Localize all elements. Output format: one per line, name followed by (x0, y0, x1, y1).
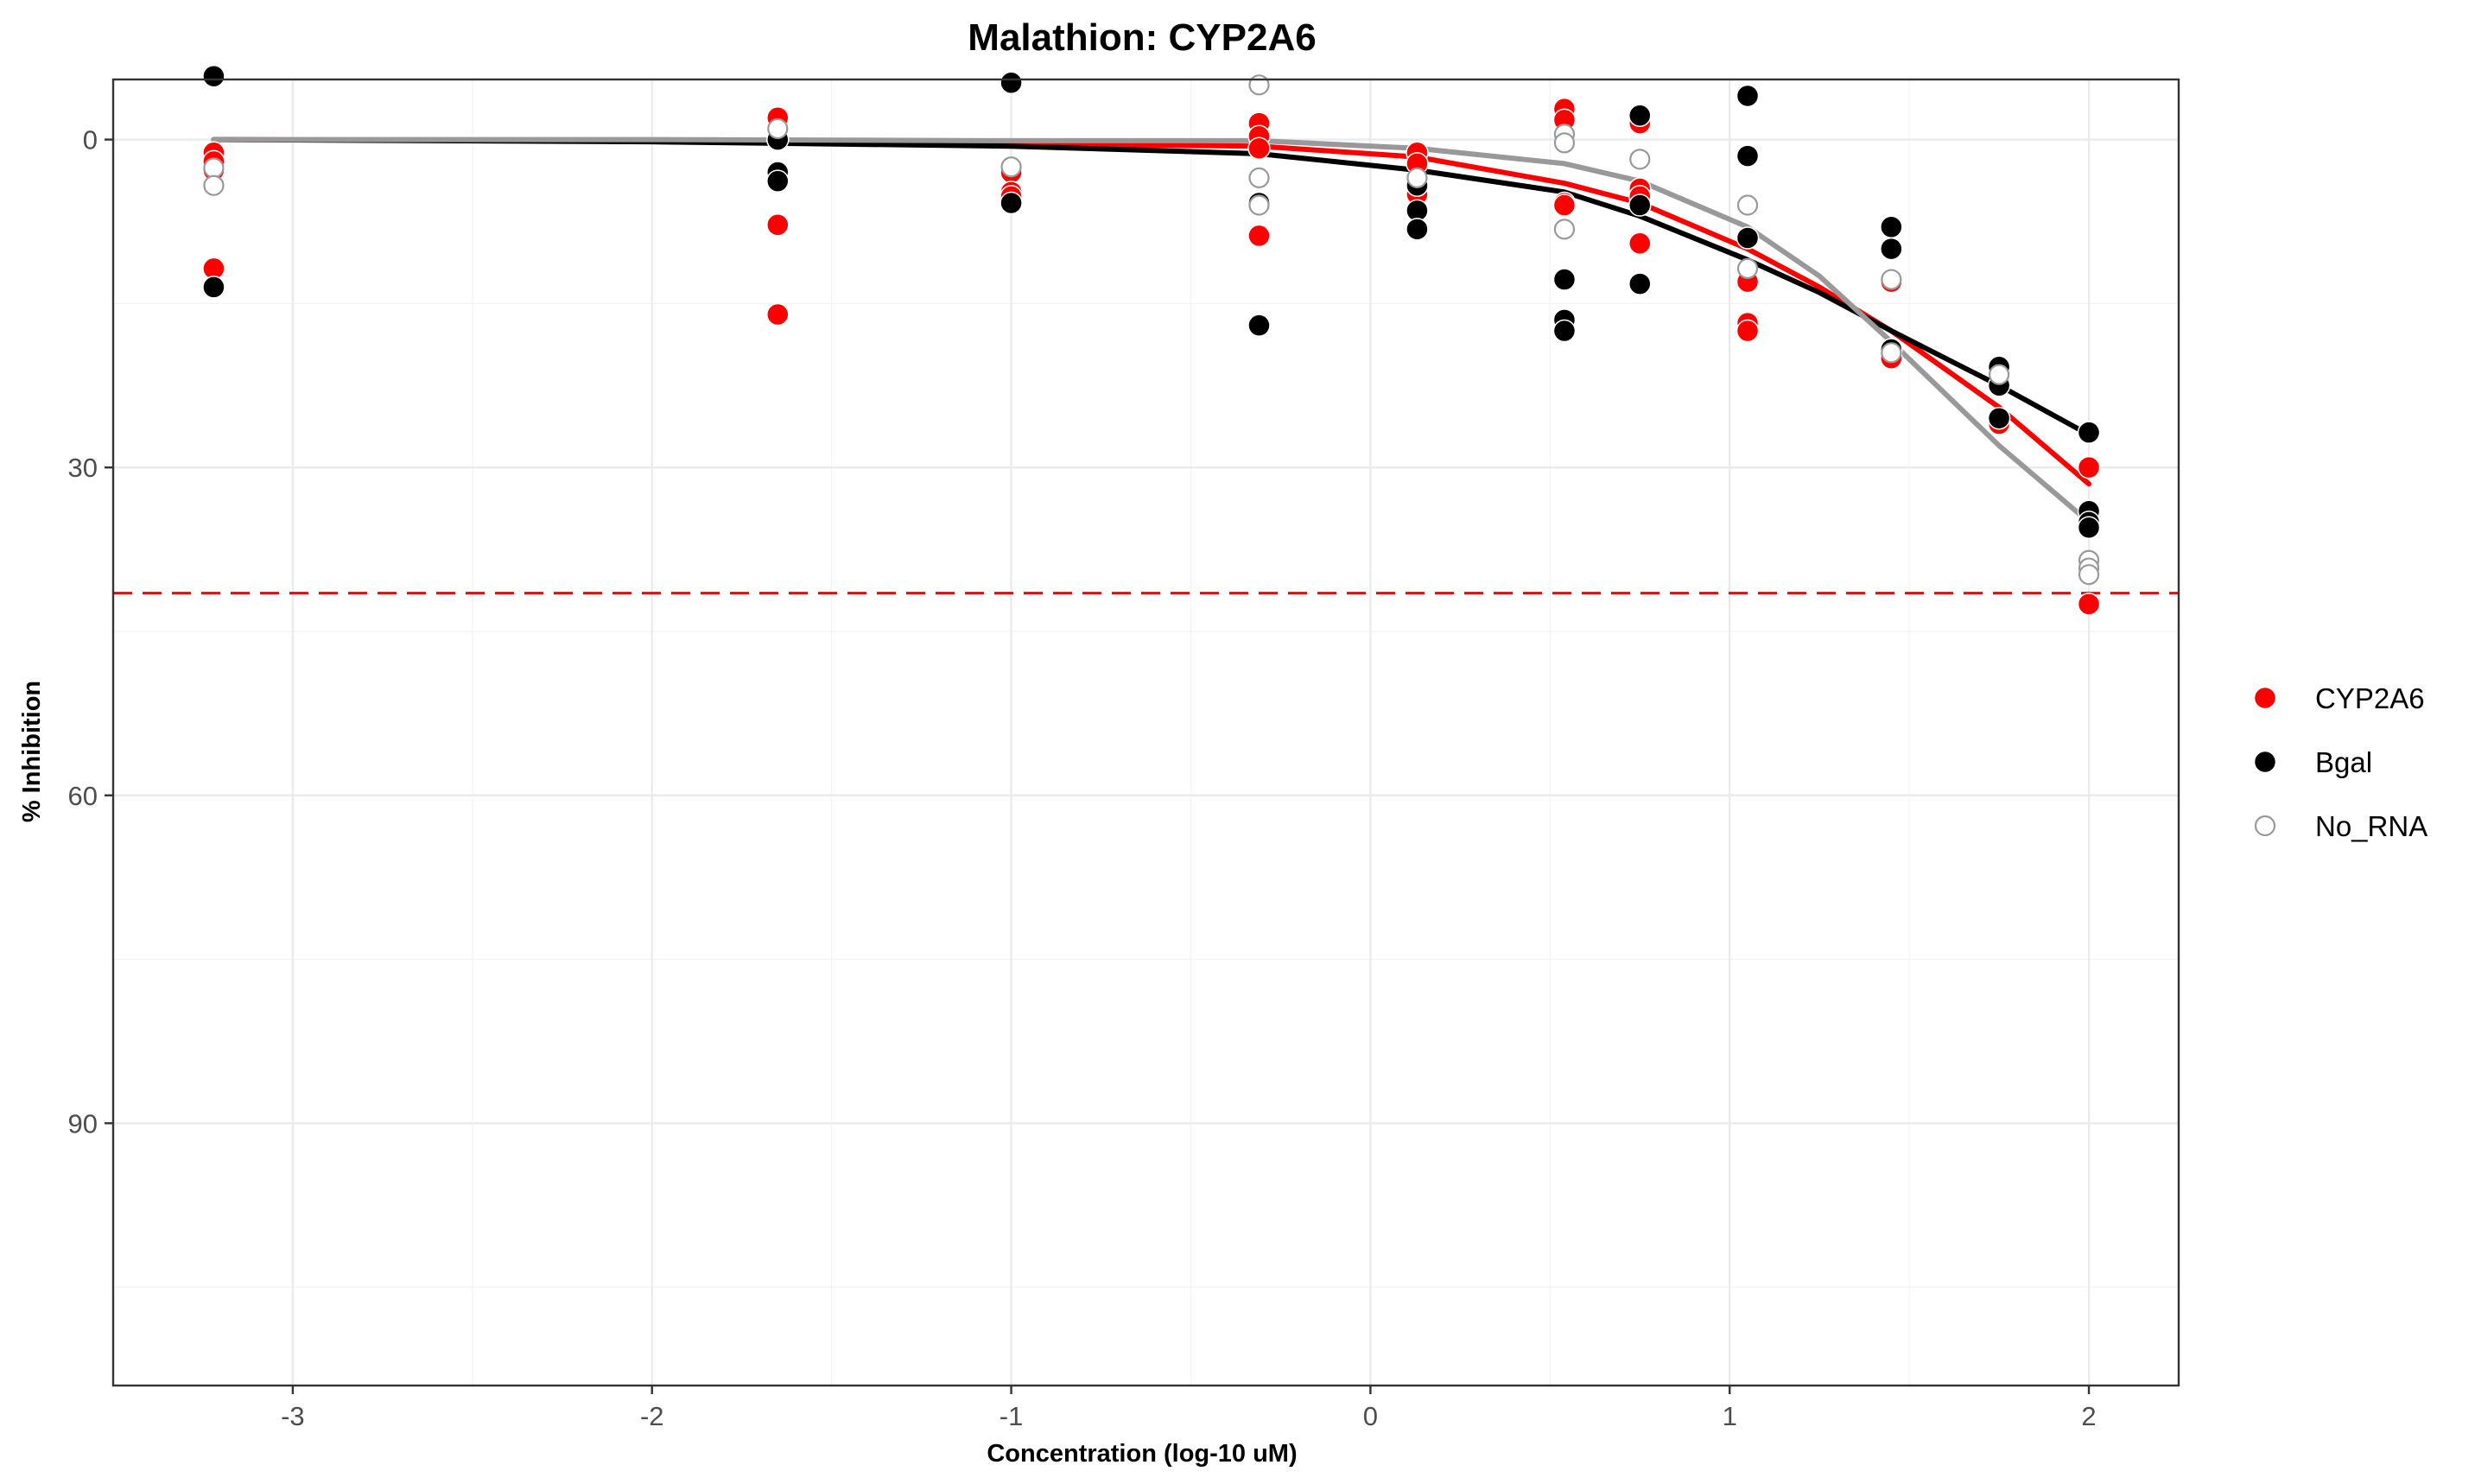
point-cyp2a6 (2078, 457, 2100, 479)
point-no-rna (1407, 168, 1426, 187)
legend-label: CYP2A6 (2315, 682, 2425, 714)
point-cyp2a6 (1629, 232, 1651, 254)
point-no-rna (1002, 157, 1021, 176)
point-bgal (203, 66, 225, 87)
point-no-rna (1555, 133, 1574, 152)
y-tick-label: 30 (68, 453, 98, 483)
point-no-rna (1249, 75, 1268, 94)
point-no-rna (1738, 196, 1757, 215)
point-bgal (1406, 219, 1428, 240)
point-no-rna (1990, 365, 2009, 384)
point-cyp2a6 (767, 304, 789, 326)
point-bgal (1881, 238, 1902, 260)
point-bgal (1737, 145, 1759, 167)
legend-key-open (2256, 816, 2275, 835)
legend: CYP2A6 Bgal No_RNA (2255, 682, 2428, 842)
legend-key (2255, 688, 2276, 709)
y-tick-label: 0 (83, 125, 98, 155)
point-bgal (1989, 408, 2010, 429)
point-bgal (1881, 216, 1902, 238)
point-no-rna (204, 158, 223, 177)
plot-background (113, 79, 2179, 1386)
point-bgal (1629, 105, 1651, 126)
legend-label: No_RNA (2315, 810, 2427, 842)
x-tick-label: 0 (1363, 1401, 1378, 1431)
point-no-rna (2079, 565, 2098, 584)
point-bgal (1629, 194, 1651, 216)
point-bgal (767, 170, 789, 192)
x-tick-label: 1 (1723, 1401, 1737, 1431)
point-bgal (2078, 517, 2100, 538)
point-bgal (1737, 227, 1759, 249)
point-no-rna (1630, 149, 1649, 168)
point-cyp2a6 (1737, 320, 1759, 342)
point-bgal (1000, 72, 1022, 93)
y-axis-label: % Inhibition (18, 681, 46, 822)
point-cyp2a6 (1248, 137, 1270, 159)
y-tick-label: 90 (68, 1108, 98, 1138)
point-no-rna (1882, 270, 1901, 289)
point-no-rna (1555, 219, 1574, 238)
x-tick-label: -2 (640, 1401, 664, 1431)
plot-panel (113, 79, 2179, 1386)
point-bgal (1737, 85, 1759, 106)
point-bgal (1553, 320, 1575, 342)
point-bgal (1248, 314, 1270, 336)
y-axis: 0 30 60 90 (68, 125, 113, 1139)
x-axis: -3 -2 -1 0 1 2 (281, 1386, 2097, 1431)
y-tick-label: 60 (68, 781, 98, 811)
x-tick-label: -3 (281, 1401, 305, 1431)
point-bgal (1000, 192, 1022, 213)
point-cyp2a6 (1248, 225, 1270, 246)
point-bgal (203, 276, 225, 298)
chart-title: Malathion: CYP2A6 (968, 16, 1316, 59)
point-cyp2a6 (2078, 593, 2100, 615)
point-bgal (2078, 422, 2100, 443)
point-no-rna (768, 119, 787, 138)
legend-key (2255, 752, 2276, 773)
point-no-rna (1738, 259, 1757, 278)
point-no-rna (1882, 343, 1901, 362)
x-tick-label: 2 (2081, 1401, 2096, 1431)
point-no-rna (1249, 196, 1268, 215)
point-no-rna (1249, 168, 1268, 187)
legend-label: Bgal (2315, 746, 2372, 778)
x-tick-label: -1 (1000, 1401, 1024, 1431)
point-bgal (1629, 273, 1651, 295)
point-cyp2a6 (767, 214, 789, 236)
point-no-rna (204, 176, 223, 195)
point-bgal (1553, 269, 1575, 290)
x-axis-label: Concentration (log-10 uM) (987, 1440, 1297, 1468)
point-cyp2a6 (1553, 194, 1575, 216)
